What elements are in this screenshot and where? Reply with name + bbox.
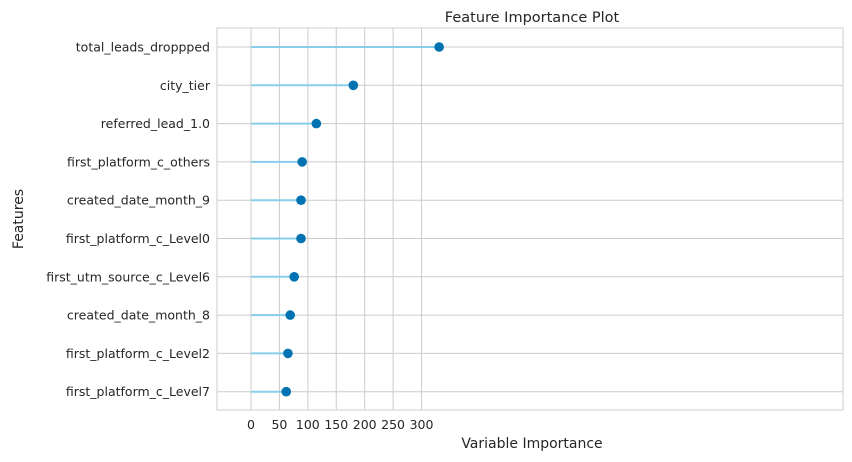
grid-layer <box>217 28 843 410</box>
y-tick-label: created_date_month_8 <box>67 308 210 323</box>
lollipop-marker <box>283 348 293 359</box>
y-axis-title: Features <box>11 189 27 249</box>
y-tick-label: first_platform_c_Level0 <box>66 231 210 246</box>
y-tick-label: city_tier <box>160 78 211 93</box>
x-axis-title: Variable Importance <box>461 436 602 452</box>
x-tick-label: 50 <box>271 417 287 432</box>
lollipop-marker <box>281 386 292 397</box>
stem-layer <box>251 46 440 393</box>
y-tick-labels: total_leads_droppped city_tier referred_le… <box>46 40 211 400</box>
plot-frame <box>216 27 844 411</box>
y-tick-label: first_utm_source_c_Level6 <box>46 269 210 284</box>
chart-title: Feature Importance Plot <box>445 10 620 26</box>
y-tick-label: first_platform_c_Level7 <box>66 384 210 399</box>
lollipop-marker <box>296 195 306 205</box>
x-tick-label: 100 <box>296 417 320 432</box>
lollipop-marker <box>296 233 306 244</box>
lollipop-marker <box>311 118 322 129</box>
lollipop-marker <box>285 310 296 320</box>
x-tick-label: 0 <box>247 417 255 432</box>
x-tick-labels: 0 50 100 150 200 250 300 <box>247 417 433 432</box>
x-tick-label: 250 <box>381 417 405 432</box>
lollipop-marker <box>297 157 307 167</box>
y-tick-label: created_date_month_9 <box>67 193 210 208</box>
y-tick-label: first_platform_c_Level2 <box>66 346 210 361</box>
marker-layer <box>281 42 444 397</box>
y-tick-label: total_leads_droppped <box>76 40 210 55</box>
y-tick-label: first_platform_c_others <box>67 154 210 169</box>
x-tick-label: 150 <box>324 417 348 432</box>
lollipop-marker <box>434 42 444 52</box>
lollipop-marker <box>289 272 299 282</box>
x-tick-label: 300 <box>410 417 434 432</box>
y-tick-label: referred_lead_1.0 <box>101 116 210 131</box>
lollipop-marker <box>348 80 359 91</box>
x-tick-label: 200 <box>353 417 377 432</box>
